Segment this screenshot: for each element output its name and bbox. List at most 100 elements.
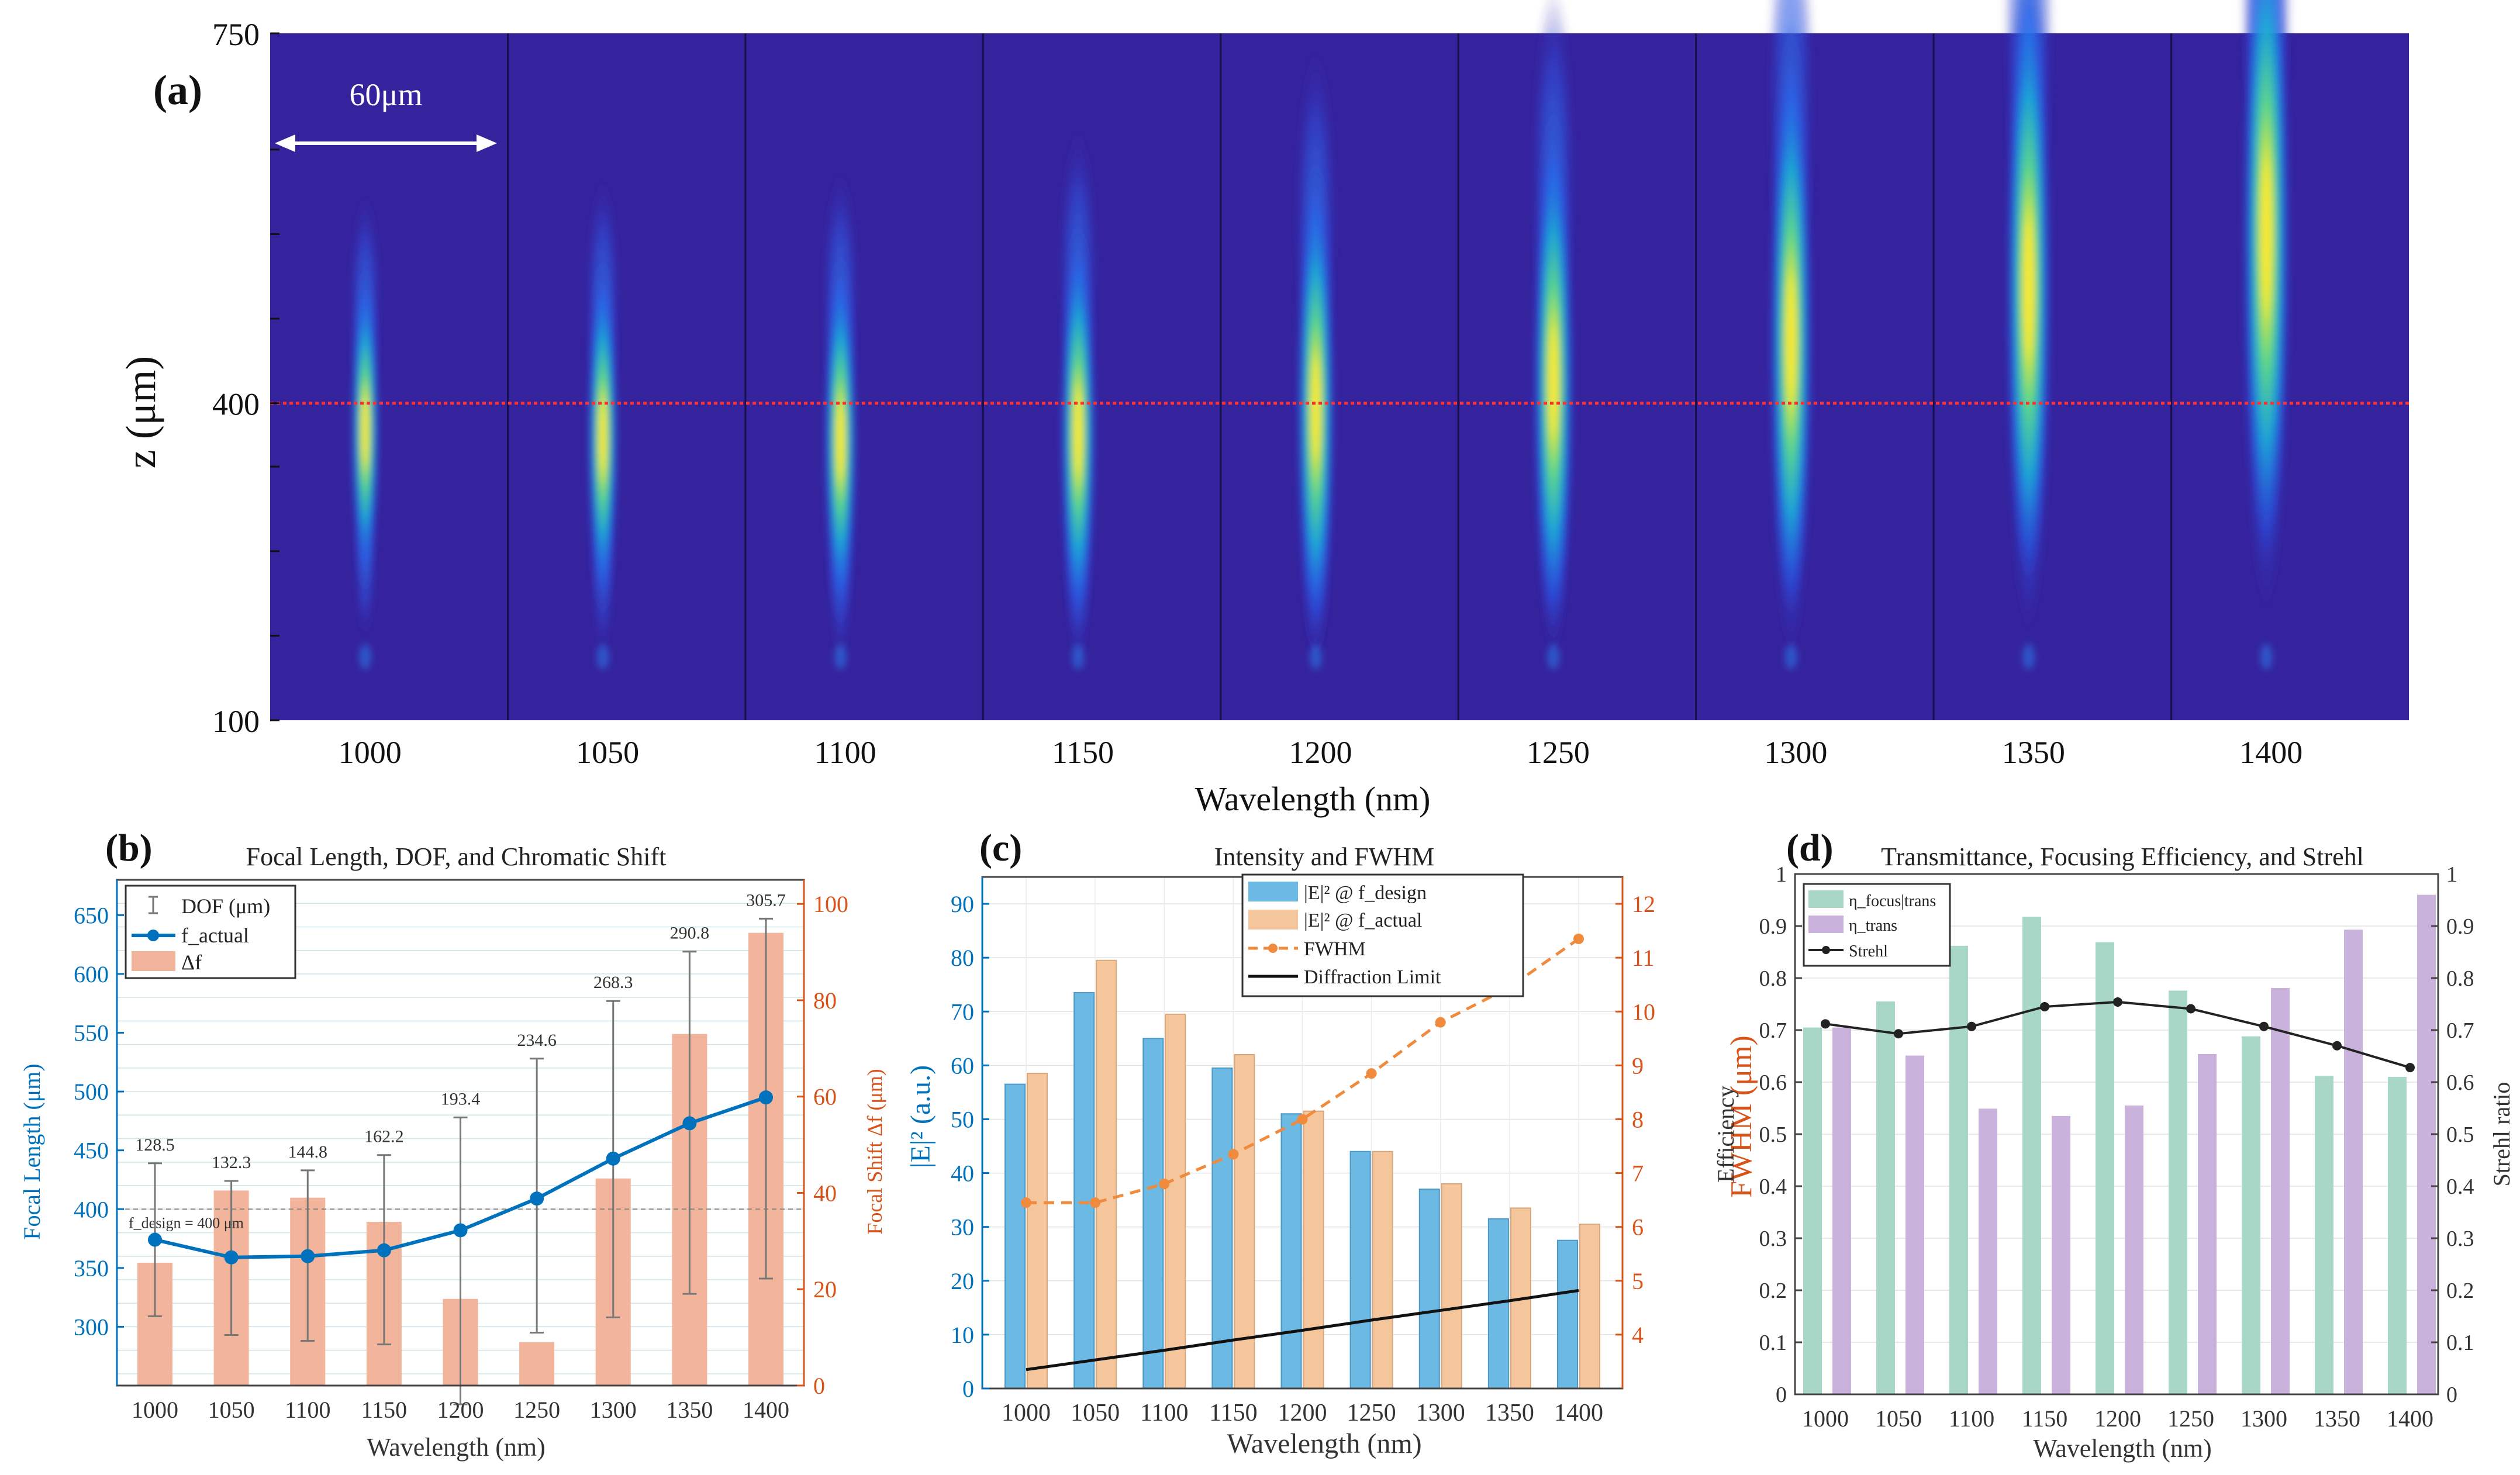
- panel-a-xlabel: Wavelength (nm): [1195, 780, 1431, 818]
- right-tick-label: 20: [813, 1276, 837, 1303]
- left-tick-label: 0: [1776, 1383, 1787, 1407]
- left-tick-label: 90: [951, 891, 974, 917]
- panel-a-letter: (a): [153, 67, 202, 113]
- eta-trans-bar: [1832, 1027, 1851, 1394]
- left-tick-label: 0.7: [1759, 1018, 1787, 1043]
- x-tick-label: 1400: [1554, 1400, 1603, 1426]
- legend-eta-trans-swatch: [1808, 916, 1844, 933]
- left-tick-label: 450: [74, 1138, 109, 1164]
- right-tick-label: 1: [2446, 862, 2457, 887]
- x-tick-label: 1050: [208, 1397, 255, 1423]
- right-tick-label: 100: [813, 891, 848, 917]
- e-design-bar: [1211, 1067, 1233, 1389]
- legend-e-actual-label: |E|² @ f_actual: [1304, 910, 1422, 931]
- eta-focus-bar: [2315, 1076, 2333, 1394]
- f-actual-point: [759, 1090, 773, 1105]
- legend-e-actual-swatch: [1248, 910, 1298, 930]
- x-tick-label: 1100: [1140, 1400, 1188, 1426]
- e-design-bar: [1142, 1038, 1164, 1389]
- x-tick-label: 1050: [1071, 1400, 1120, 1426]
- right-tick-label: 4: [1632, 1322, 1644, 1348]
- diffraction-limit-line: [1026, 1289, 1579, 1372]
- left-tick-label: 40: [951, 1160, 974, 1187]
- left-tick-label: 50: [951, 1106, 974, 1132]
- left-tick-label: 80: [951, 945, 974, 971]
- dof-value-label: 193.4: [441, 1089, 481, 1108]
- legend-e-design-swatch: [1248, 882, 1298, 901]
- left-tick-label: 0.3: [1759, 1227, 1787, 1251]
- fwhm-point: [1573, 933, 1584, 944]
- f-actual-point: [148, 1232, 162, 1247]
- panel-c-intensity-chart: (c) Intensity and FWHM 0 10 20 30 40 50 60 70 80…: [905, 827, 1758, 1459]
- legend-fwhm-label: FWHM: [1304, 938, 1366, 960]
- eta-focus-bar: [2096, 942, 2114, 1394]
- legend-delta-f-label: Δf: [181, 951, 202, 974]
- legend-fwhm-icon: [1248, 944, 1298, 953]
- strehl-point: [2332, 1041, 2342, 1051]
- left-tick-label: 0.6: [1759, 1070, 1787, 1095]
- e-actual-bar: [1372, 1151, 1393, 1389]
- legend-dof-label: DOF (μm): [181, 894, 270, 918]
- focal-spot-1100: [821, 167, 859, 670]
- e-actual-bar: [1234, 1053, 1255, 1389]
- f-actual-point: [301, 1249, 315, 1263]
- right-tick-label: 9: [1632, 1052, 1644, 1079]
- right-tick-label: 11: [1632, 945, 1655, 971]
- focal-spot-1200: [1294, 44, 1337, 670]
- x-tick-label: 1000: [132, 1397, 178, 1423]
- left-tick-label: 500: [74, 1079, 109, 1105]
- dof-value-label: 290.8: [670, 924, 710, 943]
- eta-trans-bar: [2344, 930, 2363, 1394]
- eta-trans-bar: [1979, 1108, 1997, 1394]
- right-tick-label: 0.3: [2446, 1227, 2474, 1251]
- x-tick-label: 1000: [339, 735, 402, 770]
- delta-f-bar: [519, 1342, 555, 1386]
- left-tick-label: 650: [74, 902, 109, 928]
- fwhm-line: [1026, 937, 1580, 1204]
- eta-trans-bar: [2052, 1115, 2070, 1394]
- scale-bar-label: 60μm: [350, 77, 423, 112]
- left-tick-label: 20: [951, 1268, 974, 1294]
- x-tick-label: 1400: [743, 1397, 789, 1423]
- eta-focus-bar: [1876, 1001, 1895, 1394]
- x-tick-label: 1150: [361, 1397, 408, 1423]
- f-actual-point: [453, 1223, 468, 1238]
- f-actual-point: [377, 1243, 391, 1258]
- x-tick-label: 1150: [1209, 1400, 1257, 1426]
- fwhm-point: [1366, 1068, 1377, 1079]
- strehl-point: [2186, 1004, 2195, 1014]
- dof-value-label: 268.3: [593, 973, 633, 992]
- panel-a-background: [270, 33, 2409, 720]
- left-tick-label: 10: [951, 1322, 974, 1348]
- f-actual-point: [224, 1250, 239, 1265]
- fwhm-point: [1159, 1179, 1170, 1189]
- y-tick-label: 400: [212, 387, 260, 422]
- legend-strehl-icon: [1808, 946, 1844, 954]
- focal-spot-1350: [2003, 0, 2055, 670]
- strehl-point: [2113, 997, 2122, 1007]
- dof-value-label: 234.6: [517, 1031, 557, 1050]
- right-tick-label: 60: [813, 1084, 837, 1110]
- x-tick-label: 1250: [1527, 735, 1590, 770]
- scale-bar: 60μm: [275, 77, 497, 152]
- strehl-point: [2040, 1001, 2049, 1011]
- fwhm-point: [1297, 1114, 1308, 1125]
- left-tick-label: 600: [74, 961, 109, 987]
- eta-trans-bar: [2417, 894, 2436, 1394]
- dof-value-label: 305.7: [746, 890, 786, 910]
- legend-eta-focus-label: η_focus|trans: [1849, 892, 1936, 910]
- x-tick-label: 1350: [666, 1397, 713, 1423]
- x-tick-label: 1150: [2022, 1405, 2068, 1432]
- x-tick-label: 1300: [590, 1397, 637, 1423]
- x-tick-label: 1200: [2094, 1405, 2141, 1432]
- e-design-bar: [1004, 1083, 1026, 1389]
- right-tick-label: 0.1: [2446, 1331, 2474, 1355]
- left-tick-label: 0.2: [1759, 1279, 1787, 1303]
- left-tick-label: 60: [951, 1052, 974, 1079]
- left-tick-label: 0.4: [1759, 1175, 1787, 1199]
- panel-b-legend: DOF (μm) f_actual Δf: [125, 885, 296, 979]
- x-tick-label: 1000: [1802, 1405, 1849, 1432]
- focal-spot-1400: [2240, 0, 2293, 670]
- right-tick-label: 0.5: [2446, 1122, 2474, 1147]
